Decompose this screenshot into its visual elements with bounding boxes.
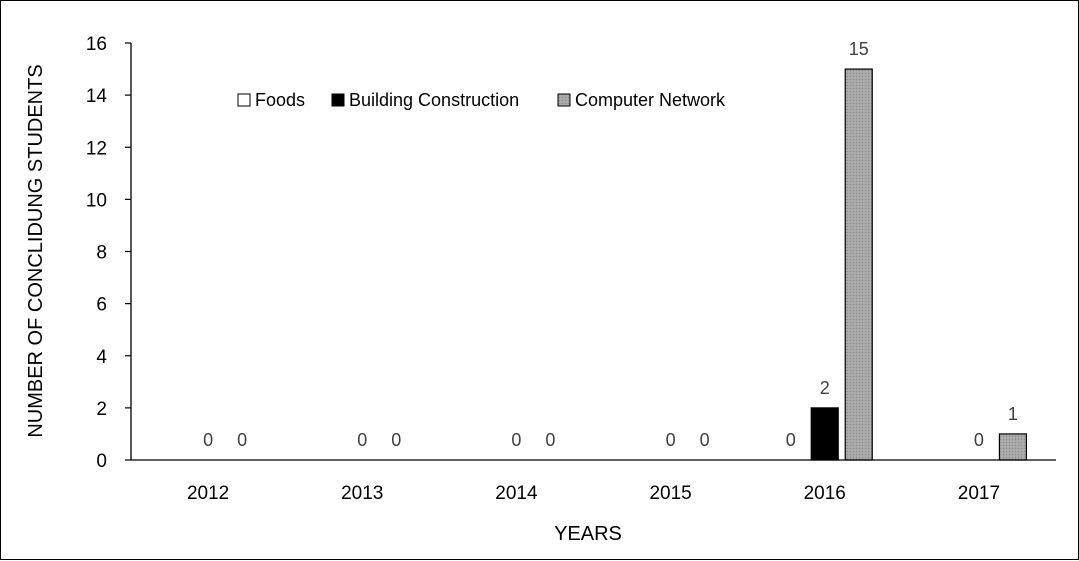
- bar-building-construction: [810, 407, 839, 461]
- bar-computer-network: [998, 433, 1028, 461]
- x-tick-label: 2012: [187, 483, 229, 504]
- bar-computer-network: [844, 68, 873, 461]
- x-tick-label: 2014: [495, 483, 538, 504]
- legend-swatch: [331, 93, 345, 107]
- data-label: 0: [700, 430, 710, 450]
- y-tick-label: 0: [96, 451, 107, 472]
- data-label: 0: [786, 430, 796, 450]
- legend-swatch: [237, 93, 251, 107]
- y-tick-label: 16: [86, 34, 107, 55]
- y-tick-label: 6: [96, 295, 107, 316]
- data-label: 2: [820, 378, 830, 398]
- y-tick-label: 8: [96, 243, 107, 264]
- x-tick-label: 2017: [958, 483, 1000, 504]
- data-label: 15: [849, 39, 869, 59]
- data-label: 0: [974, 430, 984, 450]
- y-tick-label: 10: [86, 190, 107, 211]
- x-tick-label: 2013: [341, 483, 383, 504]
- data-labels: 0 0 0 0 0 2 0 0 0 0 0 15 1: [203, 39, 1018, 450]
- x-axis-ticks: 2012 2013 2014 2015 2016 2017: [187, 483, 1000, 504]
- y-tick-label: 14: [86, 86, 108, 107]
- legend-label: Building Construction: [349, 90, 519, 110]
- data-label: 0: [666, 430, 676, 450]
- legend-label: Foods: [255, 90, 305, 110]
- y-tick-label: 12: [86, 138, 107, 159]
- y-axis-ticks: 0 2 4 6 8 10 12 14 16: [86, 34, 131, 472]
- data-label: 0: [511, 430, 521, 450]
- legend-swatch: [557, 93, 571, 107]
- x-tick-label: 2015: [649, 483, 691, 504]
- x-tick-label: 2016: [804, 483, 846, 504]
- data-label: 0: [545, 430, 555, 450]
- legend-label: Computer Network: [575, 90, 726, 110]
- y-tick-label: 4: [96, 347, 107, 368]
- legend: Foods Building Construction Computer Netwo…: [237, 90, 726, 110]
- data-label: 0: [357, 430, 367, 450]
- data-label: 0: [391, 430, 401, 450]
- x-axis-title: YEARS: [554, 523, 622, 545]
- y-tick-label: 2: [96, 399, 107, 420]
- data-label: 0: [203, 430, 213, 450]
- data-label: 0: [237, 430, 247, 450]
- data-label: 1: [1008, 404, 1018, 424]
- y-axis-title: NUMBER OF CONCLIDUNG STUDENTS: [25, 64, 47, 437]
- bars: [810, 68, 1028, 461]
